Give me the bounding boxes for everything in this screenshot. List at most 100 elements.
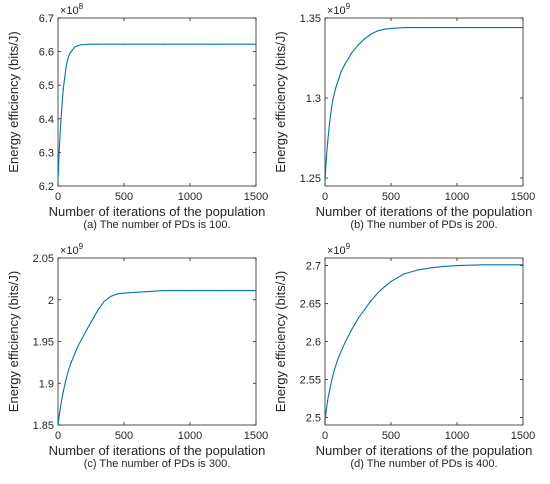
data-point [70,361,72,363]
plot-frame [324,257,524,426]
y-exponent-label: ×108 [60,2,84,17]
chart-panels: 0 500 1000 15006.26.36.46.56.66.7×108Number… [6,2,535,470]
exponent-base: ×10 [327,5,346,17]
y-exponent-label: ×109 [327,242,351,257]
data-point [61,397,63,399]
data-point [189,290,191,292]
chart-panel-3: 0 500 1000 1500 1.85 1.9 1.95 2 2.05 ×109 Number o… [6,242,268,470]
data-point [328,127,330,129]
data-point [331,107,333,109]
y-axis-label: Energy efficiency (bits/J) [6,31,21,172]
data-point [71,49,74,51]
data-point [69,52,71,54]
x-tick-label: 1500 [244,430,268,442]
chart-panel-1: 0 500 1000 1500 6.2 6.3 6.4 6.5 6.6 6.7 ×108 Number… [6,2,268,231]
x-tick-label: 1000 [445,430,469,442]
y-axis-label: Energy efficiency (bits/J) [6,271,21,412]
data-point [110,295,112,297]
data-point [482,264,484,266]
data-point [215,43,217,45]
data-point [357,318,359,320]
data-point [136,291,138,293]
exponent-base: ×10 [327,245,346,257]
data-point [103,300,105,302]
chart-panel-4: 0 500 1000 1500 2.5 2.55 2.6 2.65 2.7 ×109 Number … [273,242,535,470]
exponent-base: ×10 [60,5,79,17]
data-point [416,269,418,271]
plot-frame [57,17,257,187]
exponent-base: ×10 [60,245,79,257]
data-point [60,124,62,127]
data-point [189,43,191,45]
series-line [324,27,523,183]
data-point [64,385,66,387]
exponent-power: 9 [346,242,351,251]
x-tick-label: 500 [382,191,400,203]
y-tick-label: 6.6 [39,47,54,59]
data-point [327,142,329,144]
exponent-power: 9 [346,2,351,11]
y-tick-label: 6.3 [39,147,54,159]
data-point [123,292,125,294]
data-point [65,67,67,69]
data-point [335,87,337,89]
x-axis-label: Number of iterations of the population [49,443,266,458]
plot-frame [57,257,257,426]
data-point [57,424,59,426]
panel-caption: (b) The number of PDs is 200. [350,219,497,231]
data-point [357,44,359,46]
data-point [255,43,257,45]
data-point [348,57,350,59]
plot-frame [324,17,524,187]
x-axis-label: Number of iterations of the population [316,443,533,458]
data-point [68,56,70,58]
data-point [149,290,151,292]
data-point [90,321,92,323]
x-tick-label: 0 [55,191,61,203]
x-tick-label: 1500 [511,430,535,442]
y-tick-label: 2.5 [306,412,321,424]
data-point [64,77,66,80]
y-tick-label: 2.65 [300,299,321,311]
data-point [344,63,346,65]
data-point [522,264,524,266]
exponent-power: 8 [79,2,84,11]
data-point [90,43,92,45]
panel-caption: (d) The number of PDs is 400. [350,458,497,470]
panel-caption: (c) The number of PDs is 300. [84,458,231,470]
data-point [61,104,63,106]
data-point [324,182,326,184]
y-tick-label: 1.25 [300,173,321,185]
series-line [324,264,523,422]
y-axis-label: Energy efficiency (bits/J) [273,271,288,412]
data-point [377,292,379,294]
data-point [377,30,379,32]
data-point [77,45,79,47]
data-point [79,44,81,46]
x-tick-label: 1000 [178,191,202,203]
y-tick-label: 6.2 [39,181,54,193]
x-axis-label: Number of iterations of the population [316,204,533,219]
data-point [364,38,366,40]
data-point [403,273,405,275]
x-axis-label: Number of iterations of the population [49,204,266,219]
y-exponent-label: ×109 [60,242,84,257]
exponent-power: 9 [79,242,84,251]
x-tick-label: 500 [115,191,133,203]
data-point [62,391,64,393]
data-point [77,345,79,348]
data-point [350,52,352,54]
data-point [97,43,99,45]
data-point [344,342,346,344]
data-point [62,88,64,90]
data-point [68,369,70,371]
data-point [337,357,339,359]
data-point [329,116,331,118]
y-tick-label: 2 [48,295,54,307]
data-point [383,286,385,288]
data-point [215,290,217,292]
y-tick-label: 1.35 [300,13,321,25]
data-point [60,406,62,408]
x-tick-label: 0 [322,430,328,442]
